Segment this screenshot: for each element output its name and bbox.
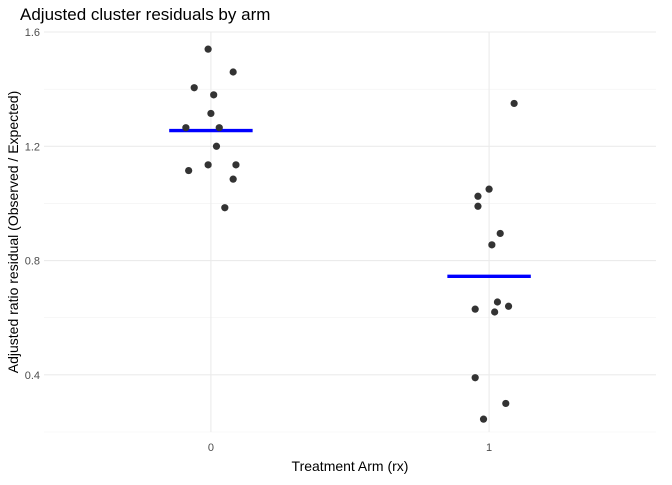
- data-point-arm-0: [229, 68, 237, 76]
- y-tick-label: 1.2: [25, 141, 40, 153]
- data-point-arm-0: [185, 166, 193, 175]
- data-point-arm-1: [493, 298, 502, 306]
- data-point-arm-1: [502, 399, 510, 408]
- data-point-arm-0: [212, 142, 221, 150]
- y-tick-label: 0.8: [25, 256, 40, 268]
- data-point-arm-1: [471, 374, 479, 382]
- data-point-arm-1: [474, 202, 482, 210]
- data-point-arm-0: [210, 91, 218, 99]
- data-point-arm-1: [479, 415, 488, 423]
- x-tick-label: 0: [208, 442, 214, 454]
- data-point-arm-0: [215, 124, 223, 132]
- x-axis-title: Treatment Arm (rx): [292, 458, 409, 474]
- data-point-arm-0: [232, 161, 240, 169]
- data-point-arm-0: [229, 175, 237, 183]
- chart-title: Adjusted cluster residuals by arm: [20, 5, 270, 24]
- tick-labels: 0.4 0.8 1.2 1.6 0 1: [25, 27, 492, 454]
- data-point-arm-1: [504, 302, 513, 310]
- y-tick-label: 1.6: [25, 27, 40, 39]
- data-point-arm-1: [471, 305, 479, 313]
- data-points: [182, 45, 518, 423]
- y-axis-title: Adjusted ratio residual (Observed / Expe…: [5, 91, 21, 373]
- y-tick-label: 0.4: [25, 370, 40, 382]
- data-point-arm-1: [488, 241, 496, 249]
- data-point-arm-0: [207, 109, 215, 118]
- data-point-arm-0: [182, 124, 190, 132]
- data-point-arm-1: [510, 99, 518, 108]
- data-point-arm-0: [221, 204, 229, 212]
- gridlines: [44, 31, 656, 433]
- data-point-arm-1: [491, 308, 499, 316]
- data-point-arm-1: [496, 229, 504, 238]
- group-means: [169, 128, 531, 278]
- data-point-arm-1: [485, 185, 493, 193]
- data-point-arm-0: [204, 45, 212, 53]
- x-tick-label: 1: [486, 442, 492, 454]
- data-point-arm-1: [474, 192, 482, 200]
- data-point-arm-0: [204, 161, 212, 169]
- data-point-arm-0: [190, 84, 198, 92]
